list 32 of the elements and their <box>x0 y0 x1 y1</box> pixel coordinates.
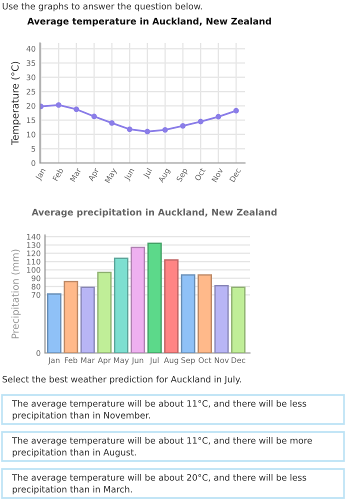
point <box>216 114 222 120</box>
text: The average temperature will be about 11°C, and there will be less precipitation than in November. <box>12 400 306 420</box>
point <box>56 102 62 108</box>
bar <box>46 293 62 353</box>
bar <box>164 259 179 353</box>
chart-title: Average temperature in Auckland, New Zealand <box>27 18 271 26</box>
bar <box>97 272 112 353</box>
point <box>233 108 239 114</box>
text: The average temperature will be about 20°C, and there will be less precipitation than in March. <box>12 474 306 494</box>
bar <box>64 280 78 353</box>
point <box>198 118 204 124</box>
text: The average temperature will be about 11°C, and there will be more precipitation than in August. <box>12 437 312 458</box>
bar <box>214 284 229 353</box>
text: Select the best weather prediction for Auckland in July. <box>2 376 241 384</box>
point <box>126 126 132 132</box>
bar <box>231 286 246 353</box>
bar <box>114 258 128 353</box>
point <box>144 128 150 134</box>
point <box>162 127 168 133</box>
bar <box>130 246 146 353</box>
point <box>91 114 97 120</box>
y-axis-title: Temperature (°C) <box>11 62 21 145</box>
bar <box>80 286 95 353</box>
point <box>74 106 80 112</box>
point <box>180 123 186 129</box>
y-axis-title: Precipitation (mm) <box>11 250 21 338</box>
bar <box>147 242 162 353</box>
point <box>109 120 115 126</box>
bar <box>198 274 212 353</box>
text: Use the graphs to answer the question below. <box>2 2 202 12</box>
chart-title: Average precipitation in Auckland, New Zealand <box>32 208 277 218</box>
bar <box>180 274 196 353</box>
